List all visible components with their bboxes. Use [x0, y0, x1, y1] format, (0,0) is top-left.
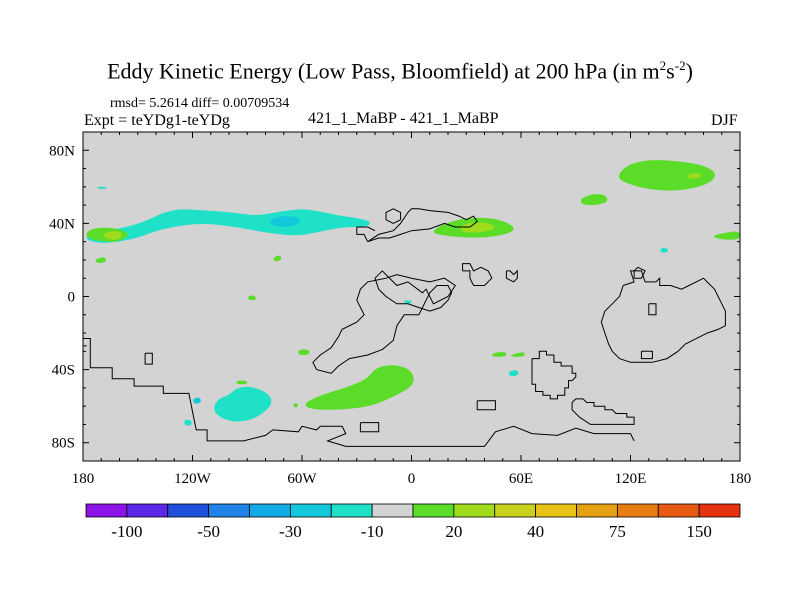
- coastline-9: [633, 266, 646, 279]
- contour-region-2: [184, 419, 192, 426]
- coastline-8: [505, 269, 518, 283]
- colorbar-swatch-1: [126, 503, 169, 518]
- coastline-6: [356, 226, 376, 242]
- y-tick-label-1: 40N: [49, 216, 75, 232]
- coastline-13: [531, 350, 577, 400]
- chart-title-sup2: -2: [674, 58, 686, 73]
- colorbar-label-6: 75: [609, 522, 626, 541]
- colorbar-swatch-13: [616, 503, 659, 518]
- colorbar-swatch-5: [289, 503, 332, 518]
- coastline-2: [359, 422, 380, 433]
- contour-region-5: [97, 186, 107, 189]
- coastline-0: [83, 338, 635, 447]
- contour-region-24: [103, 231, 122, 240]
- colorbar-label-0: -100: [111, 522, 142, 541]
- coastline-11: [648, 303, 657, 316]
- x-tick-label-0: 180: [72, 471, 95, 487]
- colorbar-swatch-2: [167, 503, 210, 518]
- season-label: DJF: [711, 112, 738, 129]
- colorbar-swatch-3: [208, 503, 250, 518]
- contour-region-8: [193, 397, 201, 404]
- contour-region-12: [619, 160, 715, 191]
- contour-region-3: [508, 370, 519, 377]
- coastline-5: [367, 208, 478, 243]
- colorbar-swatch-12: [576, 503, 618, 518]
- colorbar-swatch-14: [657, 503, 700, 518]
- coastline-14: [571, 398, 635, 425]
- coastlines: [83, 208, 726, 447]
- coastline-12: [640, 350, 653, 360]
- colorbar-swatch-15: [698, 503, 741, 518]
- contour-region-19: [298, 349, 310, 355]
- colorbar-label-2: -30: [279, 522, 302, 541]
- colorbar-swatch-9: [453, 503, 496, 518]
- colorbar-label-1: -50: [197, 522, 220, 541]
- x-tick-label-4: 60E: [509, 471, 533, 487]
- contour-region-14: [236, 380, 248, 385]
- coastline-15: [385, 208, 402, 224]
- contour-region-18: [273, 255, 282, 262]
- coastline-4: [312, 270, 456, 374]
- y-tick-label-3: 40S: [52, 363, 75, 379]
- coastline-1: [144, 352, 153, 365]
- chart-title-main: Eddy Kinetic Energy (Low Pass, Bloomfiel…: [107, 58, 660, 84]
- stats-label: rmsd= 5.2614 diff= 0.00709534: [110, 96, 290, 111]
- contour-region-6: [404, 300, 412, 304]
- y-tick-label-2: 0: [68, 290, 76, 306]
- contour-region-22: [293, 403, 298, 408]
- contour-region-7: [269, 216, 300, 227]
- contour-region-16: [95, 257, 106, 263]
- chart-title-close: ): [685, 58, 693, 84]
- contour-region-25: [687, 173, 702, 179]
- contour-region-17: [248, 295, 256, 301]
- colorbar-label-7: 150: [686, 522, 712, 541]
- colorbar-swatch-11: [535, 503, 577, 518]
- colorbar-swatch-8: [412, 503, 455, 518]
- x-tick-label-2: 60W: [287, 471, 317, 487]
- colorbar-swatch-0: [85, 503, 128, 518]
- x-tick-label-6: 180: [729, 471, 752, 487]
- contour-region-23: [460, 222, 494, 233]
- coastline-7: [462, 263, 493, 286]
- colorbar: -100 -50 -30 -10 20 40 75 150: [85, 503, 741, 541]
- experiment-label: Expt = teYDg1-teYDg: [84, 112, 230, 129]
- chart-title-sup1: 2: [659, 58, 667, 73]
- map-background: [83, 132, 740, 461]
- contour-region-4: [660, 247, 669, 253]
- contour-region-20: [491, 351, 507, 357]
- difference-label: 421_1_MaBP - 421_1_MaBP: [308, 110, 499, 127]
- contour-region-13: [713, 231, 740, 240]
- coastline-10: [600, 270, 726, 363]
- contour-region-0: [86, 209, 370, 243]
- contour-region-1: [214, 386, 272, 422]
- contour-regions: [86, 160, 740, 426]
- axis-ticks: 180 120W 60W 0 60E 120E 180 80N 40N 0 40S 80S: [49, 131, 752, 487]
- colorbar-label-3: -10: [361, 522, 384, 541]
- colorbar-label-5: 40: [527, 522, 544, 541]
- colorbar-swatch-10: [494, 503, 537, 518]
- x-tick-label-1: 120W: [174, 471, 212, 487]
- y-tick-label-4: 80S: [52, 436, 75, 452]
- colorbar-swatch-7: [371, 503, 414, 518]
- y-tick-label-0: 80N: [49, 143, 75, 159]
- contour-region-21: [510, 352, 525, 357]
- chart-title: Eddy Kinetic Energy (Low Pass, Bloomfiel…: [0, 58, 800, 84]
- x-tick-label-3: 0: [408, 471, 416, 487]
- chart-title-mid: s: [666, 58, 675, 84]
- contour-region-11: [580, 194, 608, 206]
- colorbar-swatch-6: [330, 503, 373, 518]
- colorbar-swatch-4: [249, 503, 291, 518]
- x-tick-label-5: 120E: [615, 471, 647, 487]
- colorbar-label-4: 20: [445, 522, 462, 541]
- contour-region-15: [305, 365, 414, 410]
- coastline-3: [476, 400, 496, 411]
